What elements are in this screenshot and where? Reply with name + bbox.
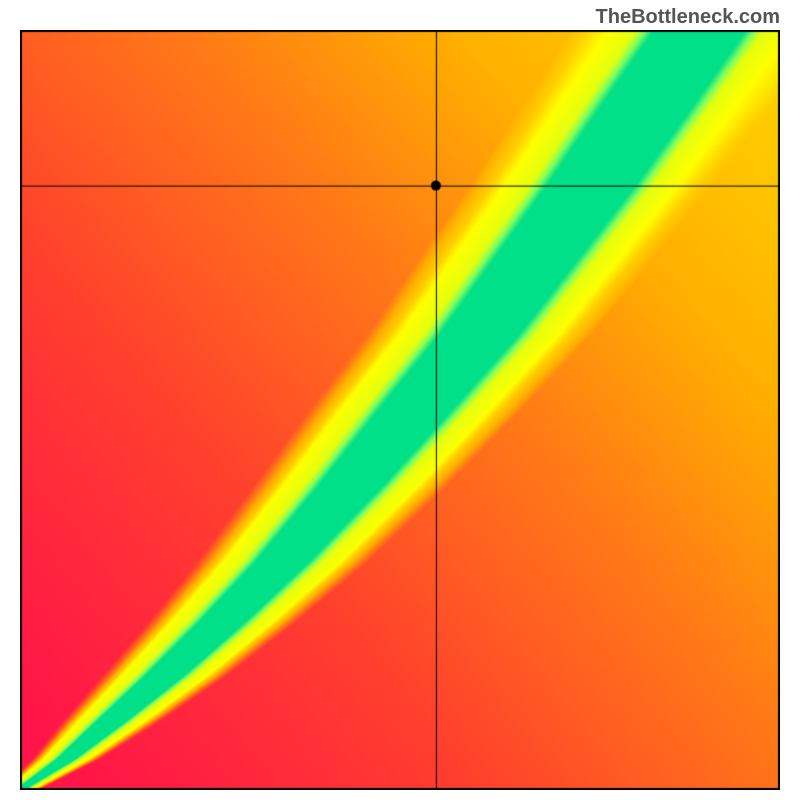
heatmap-canvas <box>20 30 780 790</box>
heatmap-chart <box>20 30 780 790</box>
watermark: TheBottleneck.com <box>596 6 780 29</box>
